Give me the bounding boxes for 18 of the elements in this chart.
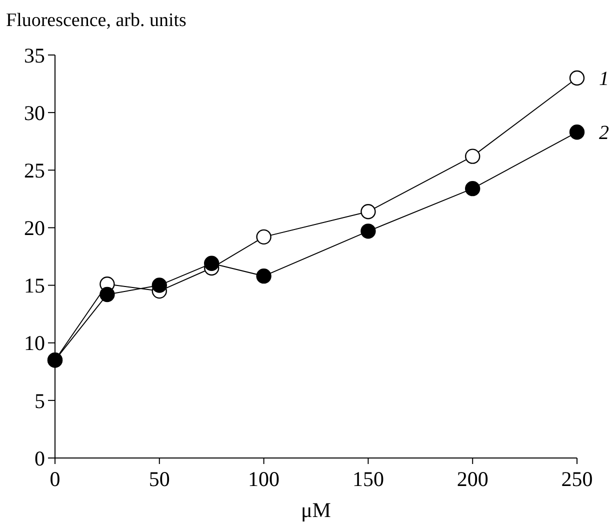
x-tick-label: 200 <box>456 467 488 491</box>
x-tick-label: 0 <box>50 467 60 491</box>
y-tick-label: 15 <box>24 274 45 298</box>
series-label: 2 <box>599 122 609 144</box>
y-tick-label: 30 <box>24 100 45 125</box>
y-tick-label: 0 <box>34 446 45 470</box>
x-tick-label: 250 <box>561 467 593 491</box>
x-tick-label: 150 <box>352 467 384 491</box>
y-tick-label: 25 <box>24 158 45 182</box>
x-tick-label: 100 <box>248 467 280 491</box>
series-label: 1 <box>599 68 609 90</box>
x-tick-label: 50 <box>148 467 170 491</box>
y-axis-title: Fluorescence, arb. units <box>6 10 186 31</box>
y-tick-label: 10 <box>24 331 45 356</box>
y-tick-label: 20 <box>24 216 45 240</box>
y-tick-label: 5 <box>34 388 45 413</box>
x-axis-title: μM <box>301 498 332 522</box>
y-tick-label: 35 <box>24 43 45 68</box>
